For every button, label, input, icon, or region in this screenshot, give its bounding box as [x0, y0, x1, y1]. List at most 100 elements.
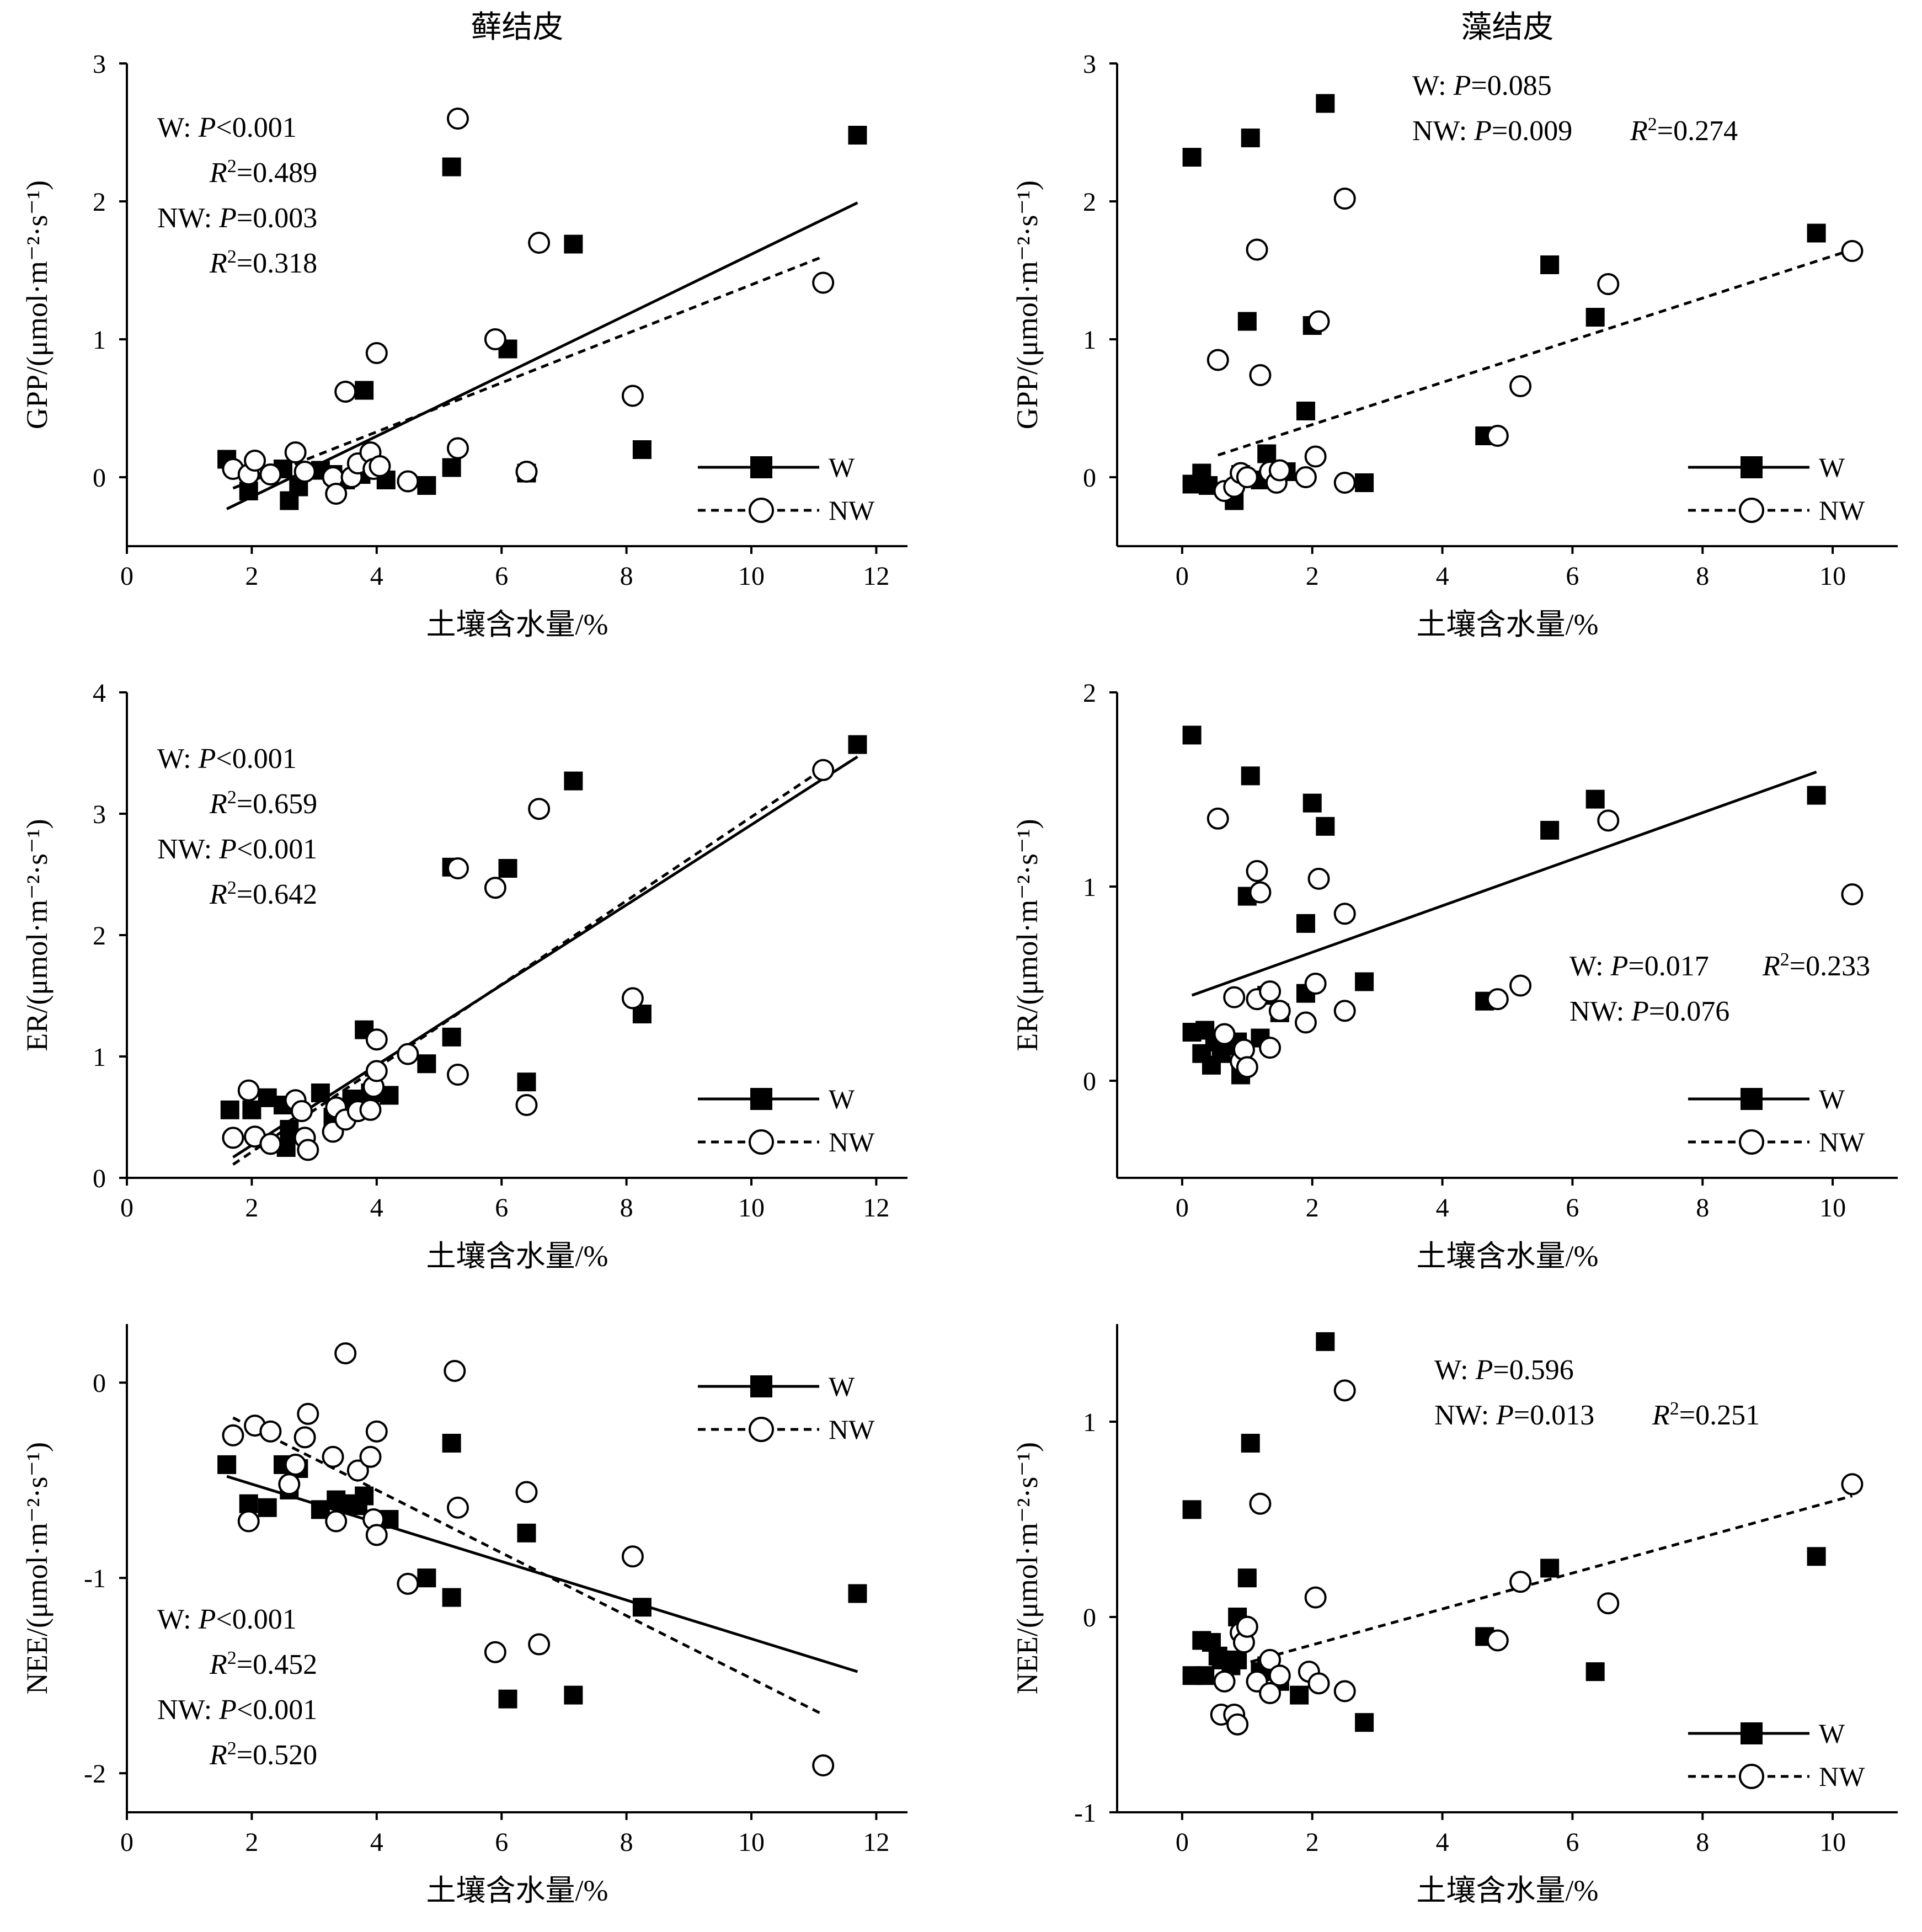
legend-marker-w [750, 1375, 772, 1397]
x-tick-label: 10 [738, 1193, 765, 1223]
x-tick-label: 4 [1436, 1828, 1449, 1857]
y-axis-label: ER/(μmol·m⁻²·s⁻¹) [20, 819, 54, 1051]
x-tick-label: 8 [620, 1193, 633, 1223]
x-axis-label: 土壤含水量/% [1417, 608, 1599, 641]
legend-marker-nw [1739, 1129, 1764, 1155]
data-point-w [1355, 473, 1374, 492]
data-point-nw [1304, 973, 1327, 995]
y-tick-label: 0 [93, 1369, 106, 1398]
x-tick-label: 12 [863, 1828, 889, 1857]
data-point-nw [1333, 1000, 1356, 1022]
data-point-nw [290, 1100, 313, 1122]
fit-line-w [232, 755, 858, 1159]
y-tick-label: 0 [1083, 1603, 1096, 1632]
data-point-w [1807, 223, 1826, 243]
x-axis-label: 土壤含水量/% [1417, 1874, 1599, 1907]
data-point-w [1316, 1332, 1335, 1351]
data-point-nw [484, 877, 506, 899]
data-point-w [1257, 444, 1277, 463]
data-point-nw [444, 1359, 466, 1382]
x-tick-label: 8 [1696, 562, 1709, 591]
data-point-nw [259, 1420, 282, 1443]
data-point-w [417, 476, 436, 495]
data-point-nw [1486, 988, 1509, 1011]
data-point-w [258, 1498, 277, 1517]
data-point-nw [484, 1641, 506, 1663]
data-point-nw [1333, 1680, 1356, 1702]
data-point-nw [397, 1043, 419, 1065]
data-point-w [1237, 312, 1257, 331]
data-point-nw [621, 385, 644, 407]
data-point-nw [1259, 1682, 1282, 1705]
x-tick-label: 2 [245, 1193, 258, 1223]
data-point-nw [365, 1028, 388, 1051]
stat-w-stat: W: P<0.001 [157, 743, 297, 775]
data-point-w [1290, 1685, 1309, 1705]
data-point-nw [1259, 1037, 1282, 1059]
data-point-nw [1333, 1379, 1356, 1402]
data-point-nw [1841, 240, 1864, 262]
x-tick-label: 8 [1696, 1828, 1709, 1857]
panel-algae-nee: 0 2 4 6 8 10 -1 0 1 土壤含水量/% NEE/(μmol·m⁻²·s⁻¹) W NW W… [1011, 1324, 1898, 1907]
y-tick-label: 2 [1083, 679, 1096, 708]
y-tick-label: 3 [1083, 50, 1096, 79]
y-tick-label: 4 [93, 679, 106, 708]
data-point-w [220, 1100, 239, 1119]
data-point-w [442, 458, 461, 477]
x-tick-label: 4 [1436, 1193, 1449, 1223]
legend-marker-nw [749, 1417, 774, 1442]
panel-algae-gpp: 藻结皮 0 2 4 6 8 10 0 1 2 3 土壤含水量/% GPP/(μmol·m⁻²·s⁻¹) W… [1011, 10, 1898, 641]
data-point-nw [297, 1139, 319, 1161]
data-point-w [217, 1455, 237, 1474]
data-point-nw [446, 108, 469, 130]
data-point-nw [293, 461, 316, 483]
data-point-w [517, 1072, 536, 1092]
x-axis-label: 土壤含水量/% [426, 608, 608, 641]
legend-marker-w [750, 456, 772, 478]
data-point-nw [515, 461, 538, 483]
data-point-nw [1259, 1648, 1282, 1671]
data-point-nw [1249, 881, 1272, 904]
data-point-nw [1509, 974, 1532, 997]
x-axis-label: 土壤含水量/% [426, 1874, 608, 1907]
data-point-nw [259, 463, 282, 485]
data-point-nw [1259, 980, 1282, 1003]
y-tick-label: 2 [93, 188, 106, 217]
data-point-nw [334, 381, 357, 403]
legend-marker-nw [749, 498, 774, 523]
data-point-nw [1294, 466, 1317, 488]
x-tick-label: 0 [120, 1193, 134, 1223]
stat-w-stat: W: P<0.001 [157, 1604, 297, 1635]
data-point-w [848, 735, 867, 754]
data-point-nw [222, 1127, 244, 1149]
legend-label-w: W [1819, 452, 1845, 483]
y-axis-label: NEE/(μmol·m⁻²·s⁻¹) [20, 1442, 54, 1694]
x-tick-label: 8 [620, 562, 633, 591]
data-point-nw [812, 271, 835, 294]
data-point-nw [1597, 809, 1620, 832]
fit-line-w [1191, 770, 1817, 997]
data-point-nw [293, 1426, 316, 1449]
x-tick-label: 10 [738, 1828, 765, 1857]
data-point-w [1585, 308, 1605, 327]
data-point-nw [528, 1633, 551, 1656]
data-point-nw [1246, 860, 1268, 882]
y-axis-label: ER/(μmol·m⁻²·s⁻¹) [1011, 819, 1044, 1051]
stat-w-r2: R2=0.233 [1762, 949, 1870, 983]
stat-nw-stat: NW: P=0.003 [157, 202, 317, 234]
data-point-w [442, 157, 461, 177]
x-tick-label: 2 [1306, 1828, 1319, 1857]
data-point-nw [1333, 472, 1356, 494]
y-tick-label: 1 [93, 325, 106, 355]
data-point-w [1316, 816, 1335, 836]
data-point-nw [1486, 425, 1509, 447]
data-point-nw [359, 1445, 382, 1468]
data-point-nw [1294, 1011, 1317, 1034]
data-point-w [564, 1685, 583, 1705]
x-tick-label: 0 [120, 1828, 134, 1857]
y-tick-label: 3 [93, 50, 106, 79]
stat-w-r2: R2=0.489 [209, 156, 317, 189]
data-point-nw [621, 1545, 644, 1568]
data-point-nw [1268, 459, 1291, 482]
data-point-w [517, 1523, 536, 1543]
